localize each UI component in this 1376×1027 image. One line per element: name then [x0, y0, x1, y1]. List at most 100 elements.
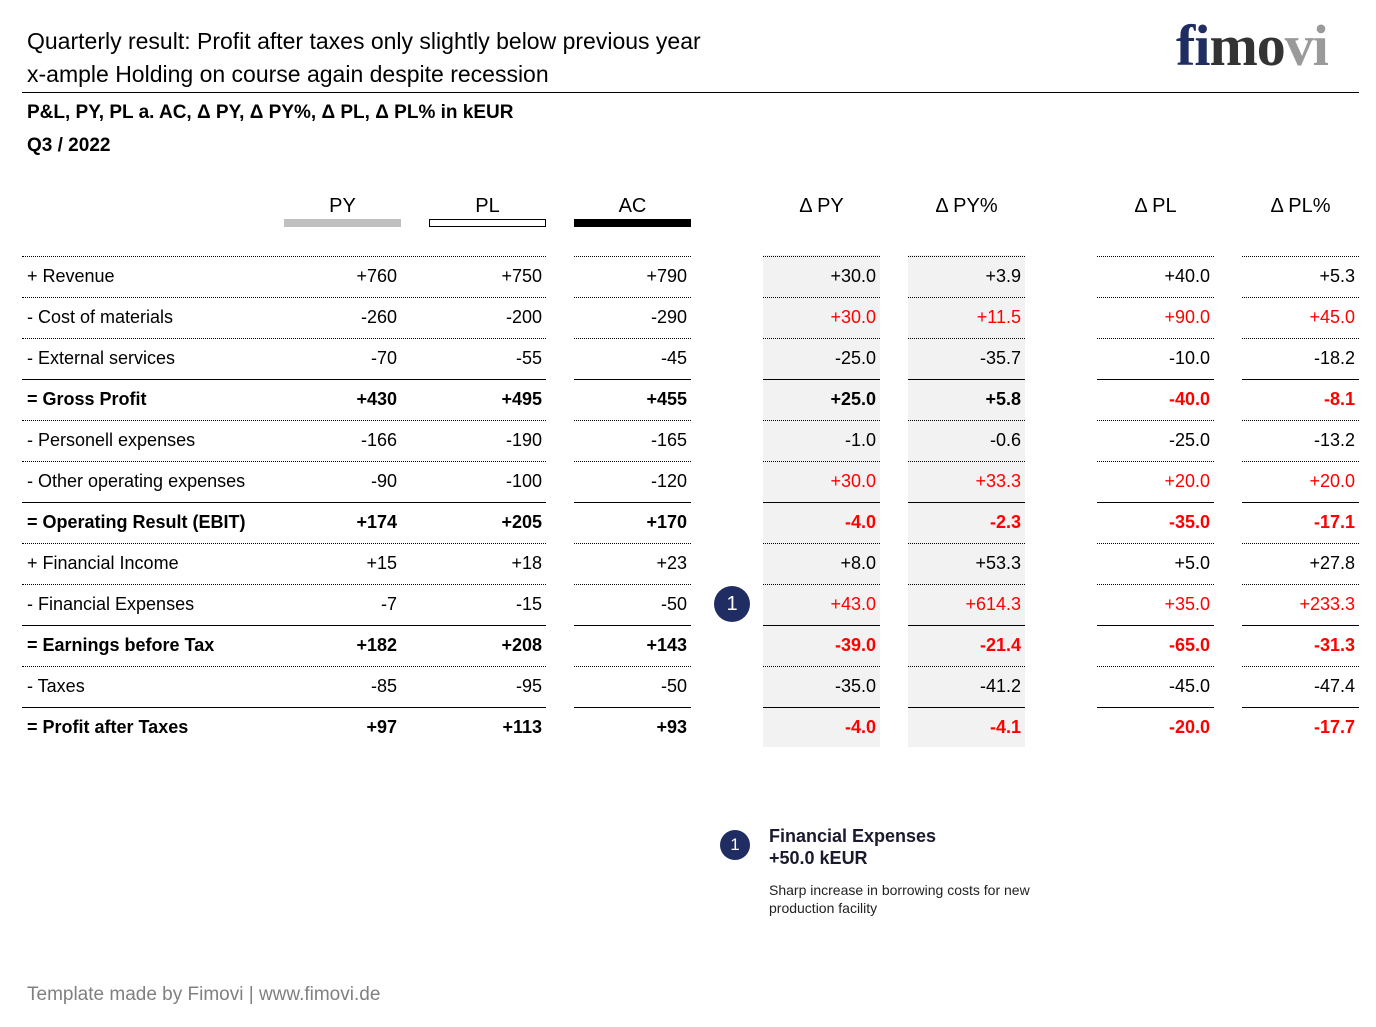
- cell-py: +182: [356, 635, 397, 655]
- row-separator: [908, 338, 1025, 339]
- row-separator: [908, 543, 1025, 544]
- cell-dplp: -17.7: [1313, 717, 1355, 737]
- cell-dpl: -45.0: [1168, 676, 1210, 696]
- cell-ac: +790: [646, 266, 687, 286]
- column-header-ac: AC: [618, 195, 647, 217]
- cell-dpyp: +3.9: [985, 266, 1021, 286]
- row-separator: [763, 584, 880, 585]
- row-separator: [574, 461, 691, 462]
- subtotal-line: [908, 625, 1025, 626]
- cell-dpl: +35.0: [1164, 594, 1210, 614]
- column-header-delta-pl-percent: Δ PL%: [1270, 195, 1331, 217]
- cell-dpyp: -4.1: [989, 717, 1021, 737]
- py-legend-bar: [284, 219, 401, 227]
- cell-dplp: +27.8: [1309, 553, 1355, 573]
- row-separator: [574, 256, 691, 257]
- delta-py-shade: [763, 255, 880, 747]
- row-separator: [908, 420, 1025, 421]
- cell-ac: +93: [656, 717, 687, 737]
- row-label: - Taxes: [27, 676, 85, 696]
- cell-dpl: +90.0: [1164, 307, 1210, 327]
- row-separator: [1242, 543, 1359, 544]
- cell-dpy: +30.0: [830, 471, 876, 491]
- row-separator: [22, 584, 546, 585]
- logo-part-fi: fi: [1176, 13, 1210, 78]
- delta-py-percent-shade: [908, 255, 1025, 747]
- row-separator: [908, 666, 1025, 667]
- cell-dpyp: +614.3: [965, 594, 1021, 614]
- cell-dpy: +25.0: [830, 389, 876, 409]
- cell-dplp: -8.1: [1323, 389, 1355, 409]
- subtotal-line: [763, 379, 880, 380]
- row-separator: [574, 584, 691, 585]
- subtotal-line: [22, 625, 546, 626]
- note-badge: 1: [720, 830, 750, 860]
- subtotal-line: [763, 625, 880, 626]
- table-row: - Personell expenses -166 -190 -165 -1.0 -0.6…: [0, 420, 1376, 461]
- cell-py: -85: [370, 676, 397, 696]
- subtotal-line: [574, 625, 691, 626]
- cell-dpyp: +5.8: [985, 389, 1021, 409]
- cell-dpyp: -35.7: [979, 348, 1021, 368]
- row-separator: [1097, 461, 1214, 462]
- row-separator: [763, 338, 880, 339]
- cell-py: +15: [366, 553, 397, 573]
- table-row: - Other operating expenses -90 -100 -120 +30…: [0, 461, 1376, 502]
- row-label: - Other operating expenses: [27, 471, 246, 491]
- fimovi-logo: fimovi: [1176, 12, 1329, 79]
- subtotal-line: [1242, 625, 1359, 626]
- subtotal-line: [908, 707, 1025, 708]
- cell-dpy: -4.0: [844, 512, 876, 532]
- cell-pl: +205: [501, 512, 542, 532]
- row-separator: [22, 297, 546, 298]
- row-label: - External services: [27, 348, 176, 368]
- row-separator: [1097, 338, 1214, 339]
- row-separator: [574, 420, 691, 421]
- row-label: - Cost of materials: [27, 307, 174, 327]
- cell-pl: +495: [501, 389, 542, 409]
- table-row: - Taxes -85 -95 -50 -35.0 -41.2 -45.0 -47.4: [0, 666, 1376, 707]
- cell-dpl: +40.0: [1164, 266, 1210, 286]
- cell-pl: +208: [501, 635, 542, 655]
- row-separator: [574, 338, 691, 339]
- table-row: + Financial Income +15 +18 +23 +8.0 +53.3 +5.0…: [0, 543, 1376, 584]
- row-separator: [763, 543, 880, 544]
- row-separator: [1097, 256, 1214, 257]
- header-divider: [22, 92, 1359, 93]
- cell-dpy: +30.0: [830, 307, 876, 327]
- subtotal-line: [1097, 379, 1214, 380]
- period-label: Q3 / 2022: [27, 135, 111, 156]
- row-separator: [908, 461, 1025, 462]
- row-separator: [908, 256, 1025, 257]
- row-label: + Revenue: [27, 266, 115, 286]
- note-value: +50.0 kEUR: [769, 848, 868, 868]
- row-separator: [763, 420, 880, 421]
- cell-ac: -50: [660, 594, 687, 614]
- cell-pl: +113: [502, 717, 542, 737]
- cell-dplp: -18.2: [1313, 348, 1355, 368]
- cell-pl: -15: [515, 594, 542, 614]
- cell-dpyp: -2.3: [989, 512, 1021, 532]
- subtotal-line: [1097, 707, 1214, 708]
- subtotal-line: [574, 502, 691, 503]
- cell-py: +430: [356, 389, 397, 409]
- column-header-py: PY: [329, 195, 356, 217]
- footer-credit: Template made by Fimovi | www.fimovi.de: [27, 984, 381, 1005]
- row-separator: [1242, 256, 1359, 257]
- cell-dpl: -10.0: [1168, 348, 1210, 368]
- row-separator: [22, 666, 546, 667]
- cell-dpl: -25.0: [1168, 430, 1210, 450]
- cell-py: +174: [356, 512, 397, 532]
- cell-dpy: -35.0: [834, 676, 876, 696]
- cell-dpyp: +11.5: [976, 307, 1021, 327]
- cell-pl: -200: [505, 307, 542, 327]
- row-separator: [1242, 666, 1359, 667]
- cell-dplp: +45.0: [1309, 307, 1355, 327]
- cell-dpl: +5.0: [1174, 553, 1210, 573]
- cell-pl: -100: [505, 471, 542, 491]
- note-text: Sharp increase in borrowing costs for ne…: [769, 882, 1030, 916]
- row-separator: [1242, 338, 1359, 339]
- note-title: Financial Expenses +50.0 kEUR: [769, 825, 936, 869]
- cell-ac: -290: [650, 307, 687, 327]
- cell-py: -260: [360, 307, 397, 327]
